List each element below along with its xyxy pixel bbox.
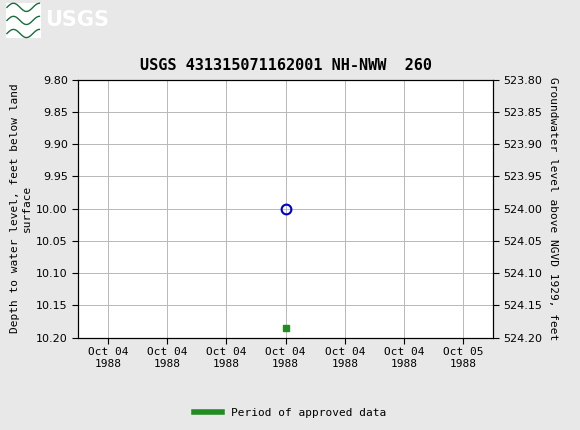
Bar: [6, 3, 41, 37]
Legend: Period of approved data: Period of approved data: [190, 403, 390, 422]
Y-axis label: Groundwater level above NGVD 1929, feet: Groundwater level above NGVD 1929, feet: [548, 77, 558, 340]
Title: USGS 431315071162001 NH-NWW  260: USGS 431315071162001 NH-NWW 260: [140, 58, 432, 73]
Text: USGS: USGS: [45, 10, 109, 31]
Y-axis label: Depth to water level, feet below land
surface: Depth to water level, feet below land su…: [9, 84, 32, 333]
